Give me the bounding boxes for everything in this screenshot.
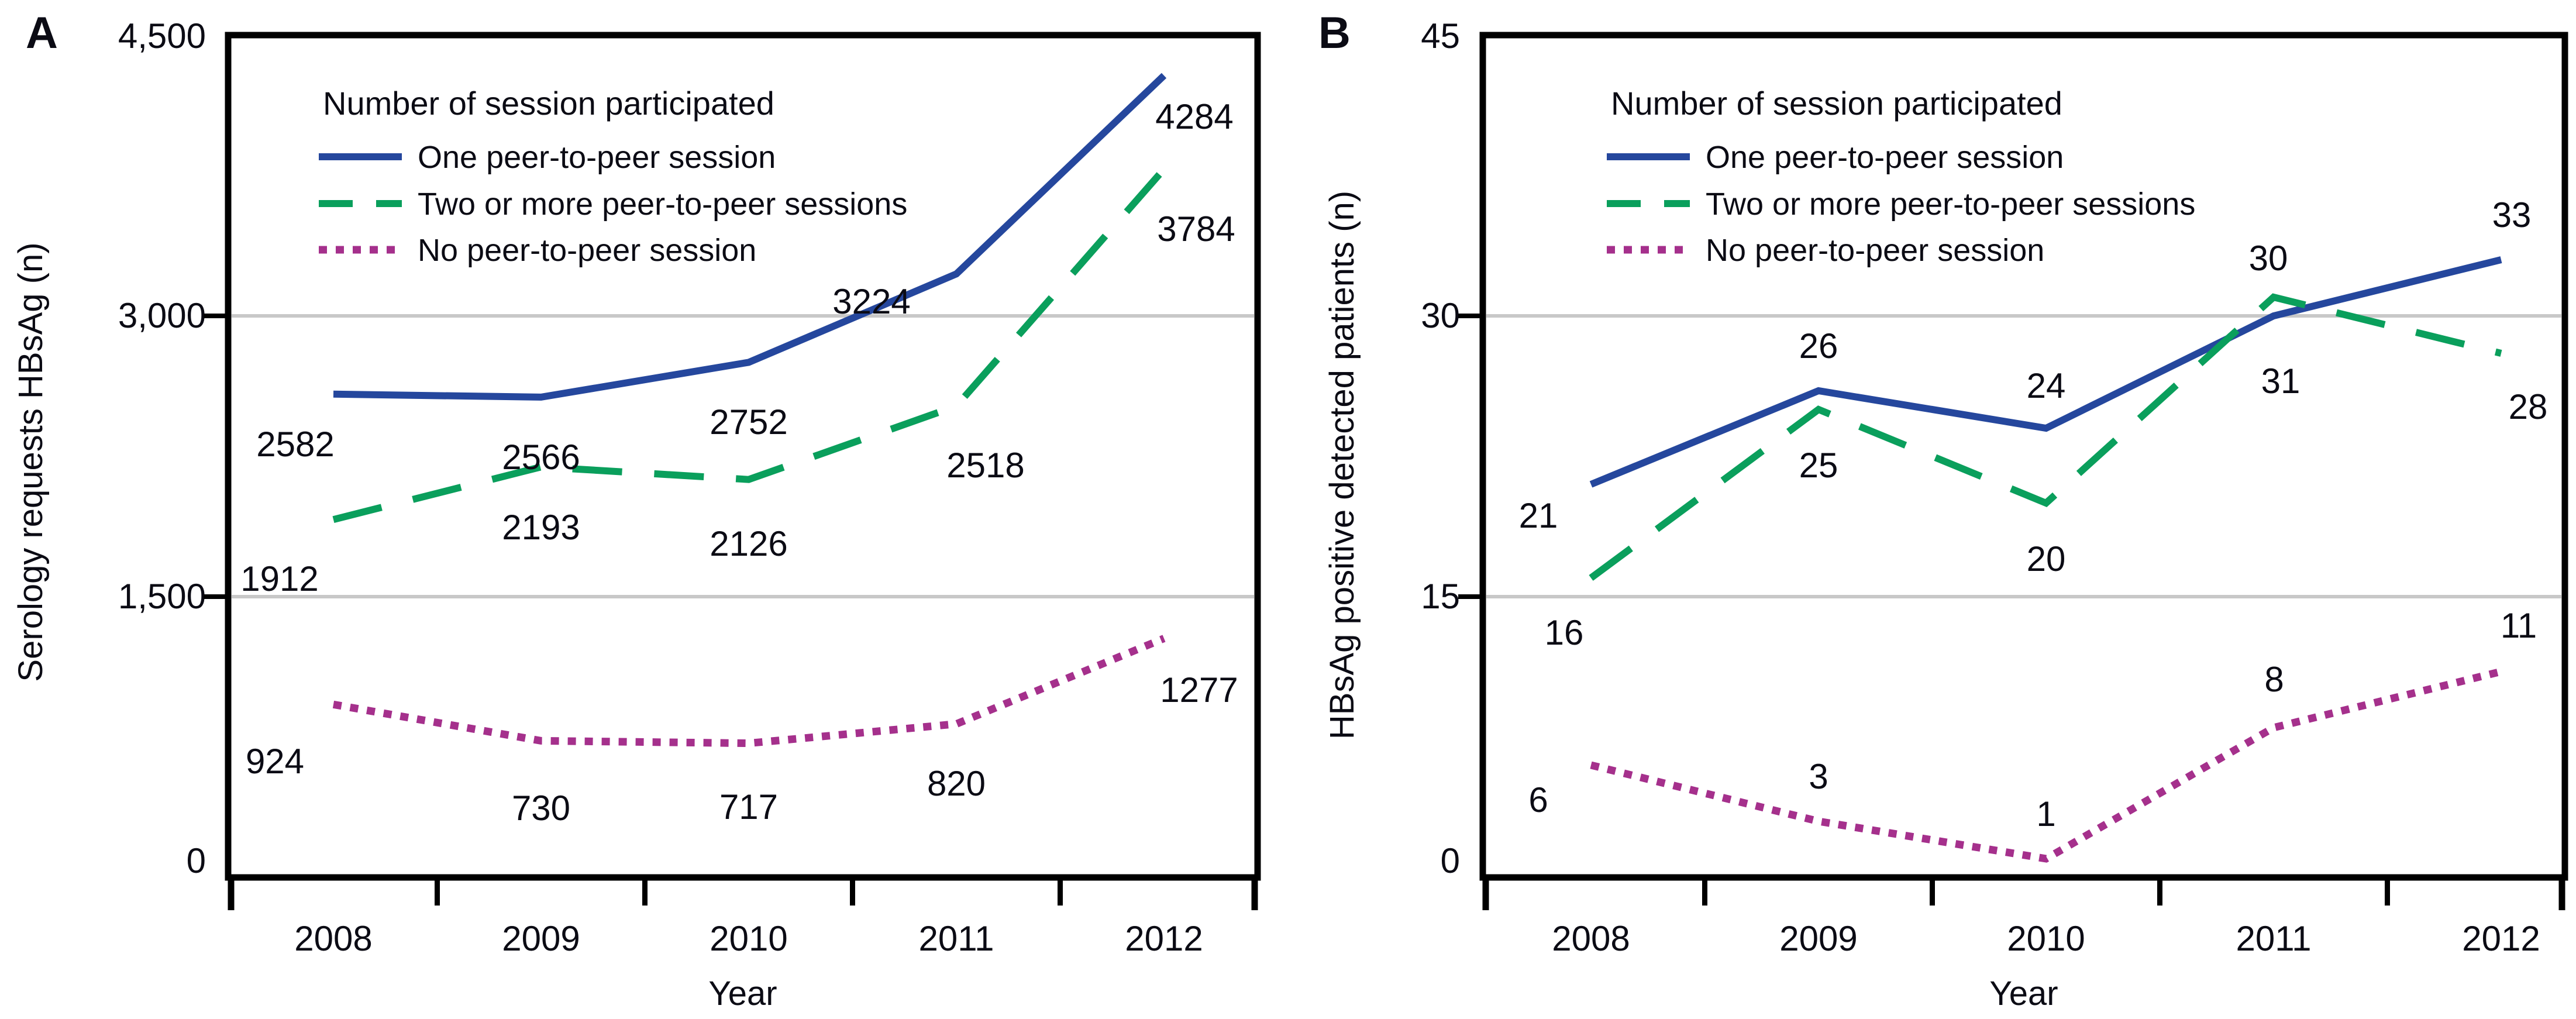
data-label: 924 [246, 742, 304, 781]
x-axis-title: Year [708, 975, 777, 1013]
data-label: 6 [1528, 780, 1548, 820]
data-label: 2126 [710, 524, 787, 563]
x-axis-year-label: 2011 [918, 919, 994, 958]
x-axis-title: Year [1989, 975, 2058, 1013]
data-label: 24 [2027, 366, 2066, 405]
data-label: 20 [2027, 539, 2066, 579]
data-label: 820 [927, 764, 986, 803]
data-label: 8 [2264, 660, 2284, 699]
panel-b: B 0 15 30 45 2008 2009 2010 2011 2012 Year HBsAg po… [1288, 0, 2576, 1019]
data-label: 3784 [1157, 209, 1235, 249]
series-line-solid [333, 73, 1167, 401]
data-label: 1912 [240, 559, 318, 598]
data-label: 28 [2509, 387, 2548, 426]
data-label: 31 [2261, 362, 2301, 401]
y-axis-tick-label: 3,000 [118, 296, 206, 335]
data-label: 3 [1809, 757, 1828, 796]
data-label: 3224 [832, 282, 910, 321]
y-axis-tick-label: 0 [187, 841, 206, 880]
panel-letter: B [1318, 8, 1351, 58]
series-line-solid [1589, 256, 2502, 488]
data-label: 11 [2501, 606, 2537, 645]
y-axis-tick-label: 4,500 [118, 16, 206, 56]
legend-item-label: Two or more peer-to-peer sessions [418, 187, 907, 222]
y-axis-tick-label: 0 [1441, 841, 1460, 880]
panel-a: A 0 1,500 3,000 4,500 2008 2009 2010 2011 2012 Yea… [12, 8, 1261, 1013]
series-line-dotted [1590, 667, 2502, 863]
data-label: 717 [719, 787, 778, 827]
y-axis-title: Serology requests HBsAg (n) [12, 242, 50, 681]
data-label: 730 [512, 789, 570, 828]
data-label: 4284 [1155, 97, 1233, 136]
data-label: 2193 [502, 508, 580, 547]
x-axis-year-label: 2008 [294, 919, 372, 958]
data-label: 26 [1799, 326, 1838, 366]
chart-panel-a: A 0 1,500 3,000 4,500 2008 2009 2010 2011 2012 Yea… [12, 8, 1261, 1013]
panel-letter: A [26, 8, 58, 58]
y-axis-tick-label: 45 [1421, 16, 1460, 56]
data-label: 2518 [946, 446, 1024, 485]
data-label: 2582 [256, 425, 334, 464]
data-label: 1 [2036, 794, 2055, 834]
x-axis-year-label: 2009 [1779, 919, 1857, 958]
data-label: 1277 [1160, 670, 1238, 710]
y-axis-title: HBsAg positive detected patients (n) [1323, 191, 1361, 739]
data-label: 2566 [502, 438, 580, 477]
data-label: 33 [2492, 195, 2532, 235]
legend-title: Number of session participated [1611, 85, 2062, 122]
x-axis-year-label: 2010 [2007, 919, 2085, 958]
data-label: 25 [1799, 446, 1838, 485]
data-label: 30 [2249, 239, 2288, 278]
legend-item-label: One peer-to-peer session [418, 140, 776, 175]
x-axis-year-label: 2011 [2236, 919, 2311, 958]
data-label: 21 [1519, 496, 1558, 535]
series-line-dashed [1589, 293, 2502, 581]
series-line-dashed [332, 167, 1167, 524]
data-label: 2752 [710, 402, 787, 442]
x-axis-year-label: 2008 [1552, 919, 1630, 958]
y-axis-tick-label: 30 [1421, 296, 1460, 335]
plot-frame [225, 32, 1261, 881]
legend-item-label: No peer-to-peer session [418, 233, 756, 268]
x-axis-year-label: 2012 [2462, 919, 2540, 958]
legend-item-label: No peer-to-peer session [1706, 233, 2044, 268]
x-axis-year-label: 2010 [710, 919, 787, 958]
series-line-dotted [332, 635, 1166, 748]
x-axis-year-label: 2012 [1125, 919, 1203, 958]
legend-item-label: Two or more peer-to-peer sessions [1706, 187, 2195, 222]
y-axis-tick-label: 1,500 [118, 577, 206, 616]
x-axis-year-label: 2009 [502, 919, 580, 958]
y-axis-tick-label: 15 [1421, 577, 1460, 616]
legend-item-label: One peer-to-peer session [1706, 140, 2064, 175]
data-label: 16 [1545, 613, 1584, 652]
legend-title: Number of session participated [323, 85, 774, 122]
plot-frame [1479, 32, 2568, 881]
